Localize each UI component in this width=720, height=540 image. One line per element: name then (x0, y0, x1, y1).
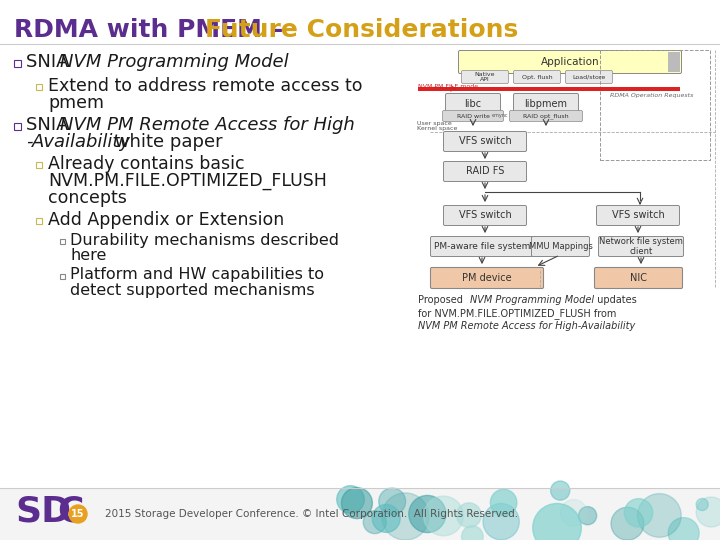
Bar (36, 84, 42, 90)
Circle shape (696, 498, 708, 510)
Text: NVM PM Remote Access for High-Availability: NVM PM Remote Access for High-Availabili… (418, 321, 635, 331)
Circle shape (456, 503, 481, 528)
Text: Application: Application (541, 57, 599, 67)
Circle shape (69, 505, 87, 523)
Text: RDMA Operation Requests: RDMA Operation Requests (610, 92, 693, 98)
Text: 2015 Storage Developer Conference. © Intel Corporation.  All Rights Reserved.: 2015 Storage Developer Conference. © Int… (105, 509, 518, 519)
Text: VFS switch: VFS switch (459, 137, 511, 146)
Bar (14, 123, 21, 130)
Bar (60, 239, 65, 244)
Text: User space
Kernel space: User space Kernel space (417, 120, 457, 131)
Text: NVM PM FILE mode: NVM PM FILE mode (418, 84, 478, 90)
Circle shape (382, 493, 429, 540)
FancyBboxPatch shape (431, 267, 544, 288)
Bar (60, 273, 65, 279)
Bar (14, 59, 21, 66)
FancyBboxPatch shape (444, 206, 526, 226)
FancyBboxPatch shape (431, 237, 534, 256)
Text: Load/store: Load/store (572, 75, 606, 79)
Text: Proposed: Proposed (418, 295, 466, 305)
Bar (36, 162, 42, 168)
Text: concepts: concepts (48, 189, 127, 207)
Circle shape (637, 494, 681, 537)
Text: updates: updates (594, 295, 636, 305)
Text: RAID opt_flush: RAID opt_flush (523, 113, 569, 119)
Text: VFS switch: VFS switch (611, 211, 665, 220)
FancyBboxPatch shape (513, 71, 560, 84)
Bar (0, 488, 720, 540)
Text: PM device: PM device (462, 273, 512, 283)
FancyBboxPatch shape (443, 111, 503, 122)
FancyBboxPatch shape (510, 111, 582, 122)
Text: Extend to address remote access to: Extend to address remote access to (48, 77, 362, 95)
Text: Network file system
client: Network file system client (599, 237, 683, 256)
Text: NVM PM Remote Access for High: NVM PM Remote Access for High (60, 116, 355, 134)
Text: for NVM.PM.FILE.OPTIMIZED_FLUSH from: for NVM.PM.FILE.OPTIMIZED_FLUSH from (418, 308, 616, 319)
FancyBboxPatch shape (595, 267, 683, 288)
Circle shape (490, 489, 517, 516)
FancyBboxPatch shape (531, 237, 590, 256)
Text: SNIA: SNIA (26, 116, 74, 134)
Circle shape (341, 488, 372, 518)
Circle shape (337, 485, 364, 513)
FancyBboxPatch shape (444, 161, 526, 181)
FancyBboxPatch shape (459, 51, 682, 73)
Bar (418, 87, 680, 91)
Text: VFS switch: VFS switch (459, 211, 511, 220)
Text: Add Appendix or Extension: Add Appendix or Extension (48, 211, 284, 229)
Text: NVM Programming Model: NVM Programming Model (60, 53, 289, 71)
Text: detect supported mechanisms: detect supported mechanisms (70, 282, 315, 298)
Text: Opt. flush: Opt. flush (522, 75, 552, 79)
Text: NVM.PM.FILE.OPTIMIZED_FLUSH: NVM.PM.FILE.OPTIMIZED_FLUSH (48, 172, 327, 190)
Text: MMU Mappings: MMU Mappings (528, 242, 593, 251)
Text: RAID FS: RAID FS (466, 166, 504, 177)
Text: PM-aware file system: PM-aware file system (434, 242, 530, 251)
Text: white paper: white paper (109, 133, 222, 151)
Circle shape (462, 526, 483, 540)
Circle shape (668, 518, 699, 540)
FancyBboxPatch shape (513, 93, 578, 114)
Circle shape (533, 503, 581, 540)
FancyBboxPatch shape (596, 206, 680, 226)
Text: RAID write: RAID write (456, 113, 490, 118)
Circle shape (379, 488, 405, 515)
Text: SD: SD (15, 494, 71, 528)
Text: Availability: Availability (32, 133, 131, 151)
Circle shape (423, 496, 464, 536)
Text: pmem: pmem (48, 94, 104, 112)
Text: emync: emync (492, 113, 508, 118)
Text: -: - (26, 133, 32, 151)
Text: Durability mechanisms described: Durability mechanisms described (70, 233, 339, 247)
FancyBboxPatch shape (444, 132, 526, 152)
Text: libpmem: libpmem (524, 99, 567, 109)
Text: Already contains basic: Already contains basic (48, 155, 245, 173)
Text: RDMA with PMEM –: RDMA with PMEM – (14, 18, 292, 42)
Text: C: C (57, 494, 84, 528)
FancyBboxPatch shape (462, 71, 508, 84)
Text: NVM Programming Model: NVM Programming Model (470, 295, 594, 305)
Text: Platform and HW capabilities to: Platform and HW capabilities to (70, 267, 324, 282)
Circle shape (696, 497, 720, 527)
Text: SNIA: SNIA (26, 53, 74, 71)
Text: here: here (70, 247, 107, 262)
FancyBboxPatch shape (565, 71, 613, 84)
Circle shape (483, 503, 519, 540)
Circle shape (611, 507, 644, 540)
FancyBboxPatch shape (598, 237, 683, 256)
Bar (36, 218, 42, 224)
Circle shape (560, 500, 587, 526)
Text: NIC: NIC (630, 273, 647, 283)
Text: Future Considerations: Future Considerations (205, 18, 518, 42)
FancyBboxPatch shape (446, 93, 500, 114)
Circle shape (578, 507, 597, 525)
Bar (668, 52, 680, 72)
Circle shape (409, 495, 446, 532)
Text: 15: 15 (71, 509, 85, 519)
Circle shape (624, 498, 653, 527)
Circle shape (372, 504, 400, 532)
Text: libc: libc (464, 99, 482, 109)
Text: Native
API: Native API (474, 72, 495, 83)
Circle shape (364, 511, 386, 534)
Circle shape (551, 481, 570, 500)
